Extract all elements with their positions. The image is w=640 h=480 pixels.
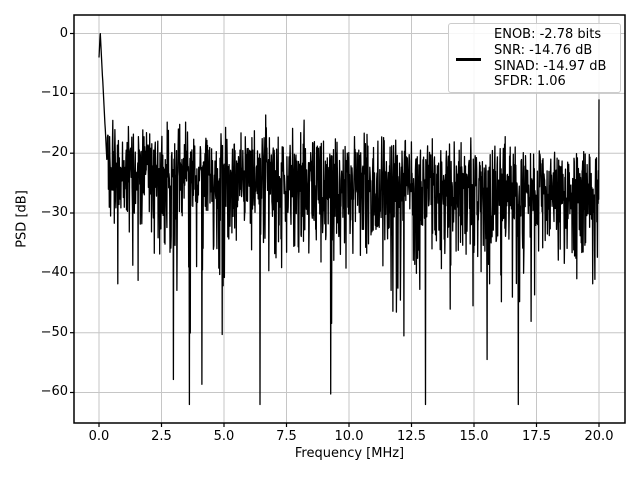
- legend-box: ENOB: -2.78 bits SNR: -14.76 dB SINAD: -…: [448, 23, 621, 93]
- legend-line-sample: [456, 58, 481, 61]
- legend-sfdr-value: SFDR: 1.06: [494, 74, 566, 90]
- y-axis-label: PSD [dB]: [14, 190, 30, 248]
- legend-snr-value: SNR: -14.76 dB: [494, 42, 593, 58]
- x-axis-label: Frequency [MHz]: [294, 446, 405, 461]
- legend-enob-value: ENOB: -2.78 bits: [494, 27, 602, 42]
- legend-text-block: ENOB: -2.78 bits SNR: -14.76 dB SINAD: -…: [494, 27, 606, 90]
- legend-sinad-value: SINAD: -14.97 dB: [494, 58, 607, 74]
